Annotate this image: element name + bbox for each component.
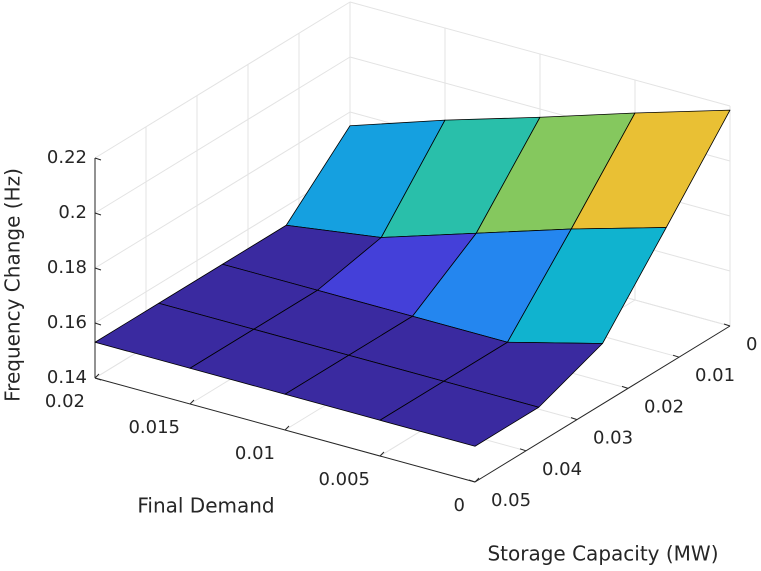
axis-line bbox=[474, 325, 731, 483]
z-tick-label: 0.2 bbox=[58, 202, 87, 223]
x-tick bbox=[284, 425, 290, 431]
y-tick bbox=[723, 323, 731, 327]
x-axis-label: Final Demand bbox=[137, 494, 274, 518]
x-tick bbox=[379, 451, 385, 457]
x-tick bbox=[189, 399, 195, 405]
z-tick bbox=[94, 267, 102, 271]
y-tick bbox=[519, 448, 527, 452]
x-tick-label: 0.01 bbox=[235, 443, 275, 464]
z-tick-label: 0.14 bbox=[47, 367, 87, 388]
y-tick bbox=[570, 417, 578, 421]
y-tick-label: 0.04 bbox=[542, 459, 582, 480]
z-tick-label: 0.22 bbox=[47, 147, 87, 168]
x-tick-label: 0.015 bbox=[128, 417, 180, 438]
y-tick-label: 0 bbox=[746, 334, 757, 355]
grid-line bbox=[94, 111, 351, 269]
y-tick-label: 0.03 bbox=[593, 428, 633, 449]
z-tick bbox=[94, 377, 102, 381]
x-tick bbox=[94, 373, 100, 379]
y-axis-label: Storage Capacity (MW) bbox=[487, 542, 718, 566]
y-tick-label: 0.05 bbox=[491, 490, 531, 511]
y-tick bbox=[672, 354, 680, 358]
x-tick bbox=[474, 477, 480, 483]
z-axis-label: Frequency Change (Hz) bbox=[1, 168, 25, 402]
z-tick bbox=[94, 212, 102, 216]
x-tick-label: 0.005 bbox=[318, 469, 370, 490]
z-tick-label: 0.18 bbox=[47, 257, 87, 278]
x-tick-label: 0.02 bbox=[45, 391, 85, 412]
z-tick bbox=[94, 322, 102, 326]
grid-line bbox=[94, 1, 351, 159]
surface-face bbox=[379, 380, 540, 447]
z-tick bbox=[94, 157, 102, 161]
grid-line bbox=[94, 56, 351, 214]
grid-line bbox=[349, 1, 731, 107]
y-tick-label: 0.02 bbox=[644, 396, 684, 417]
y-tick bbox=[468, 479, 476, 483]
x-tick-label: 0 bbox=[454, 495, 465, 516]
z-tick-label: 0.16 bbox=[47, 312, 87, 333]
y-tick bbox=[621, 385, 629, 389]
y-tick-label: 0.01 bbox=[695, 365, 735, 386]
